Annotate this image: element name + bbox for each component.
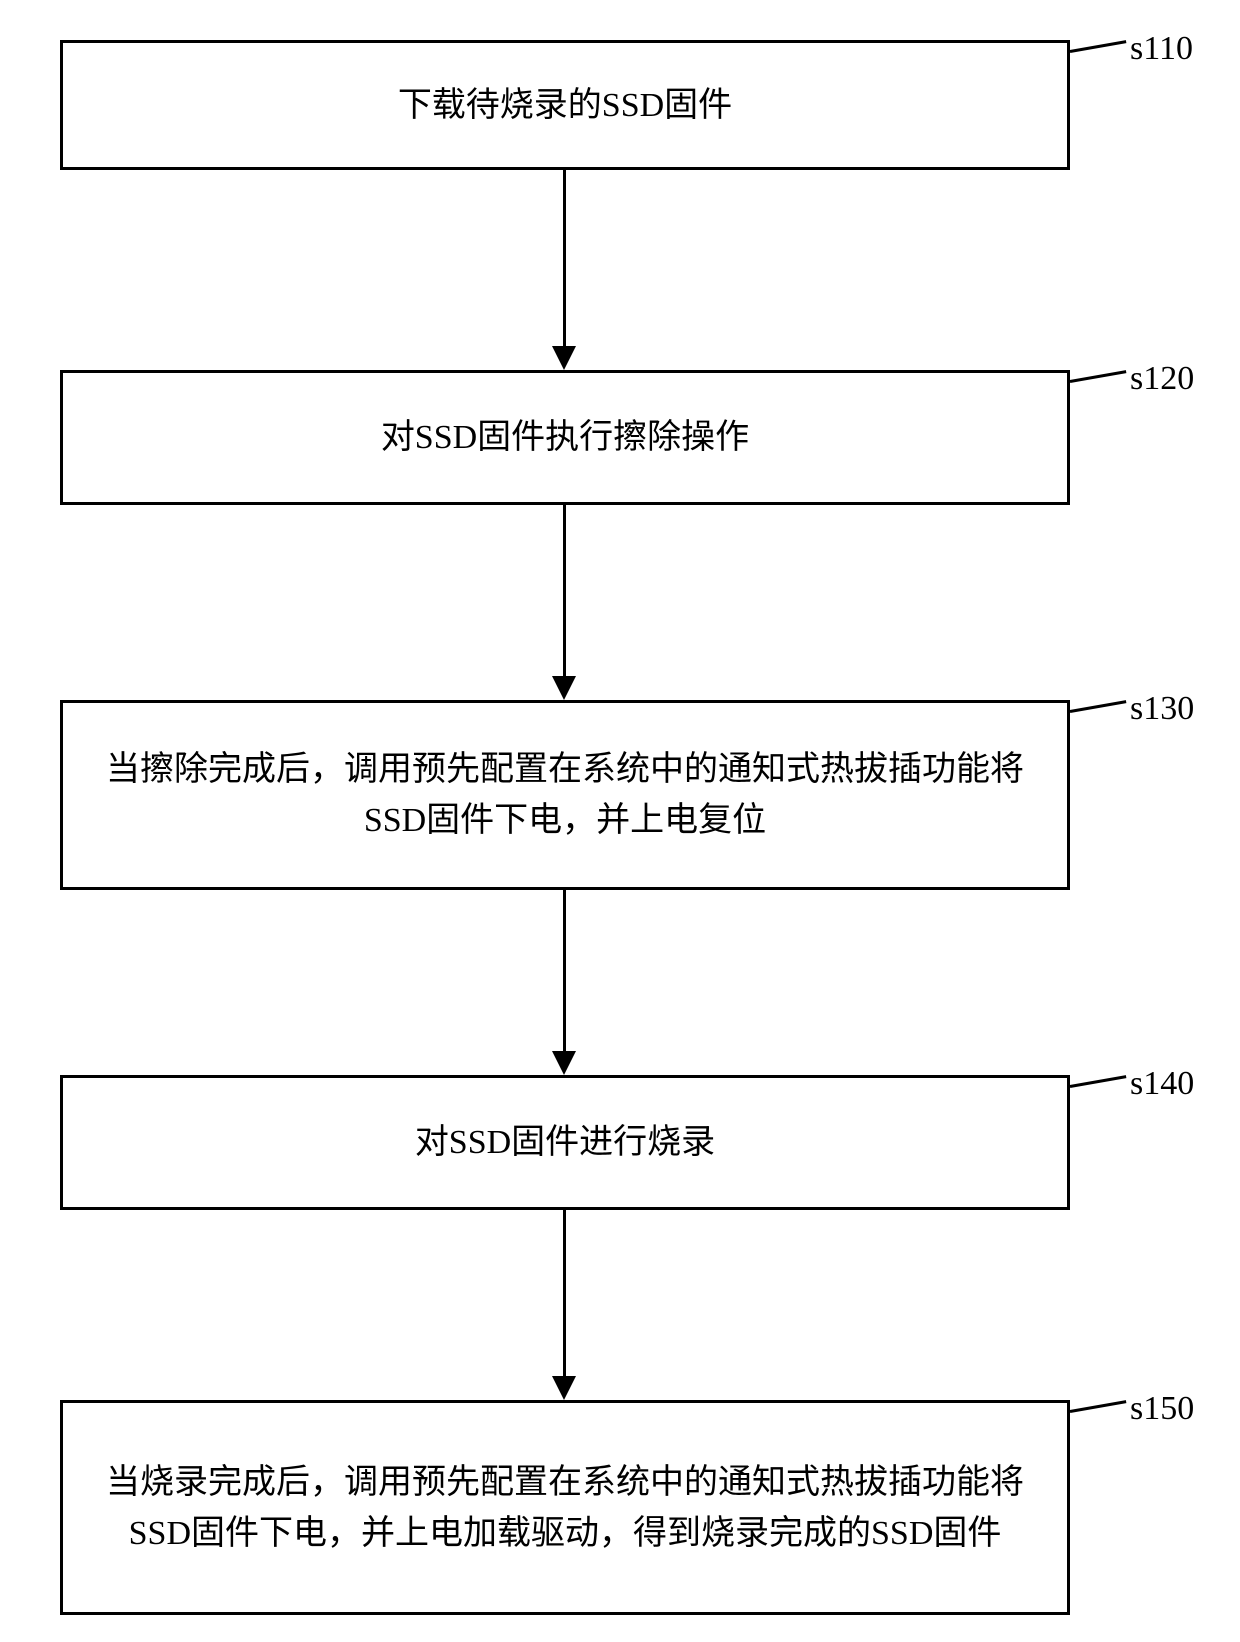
step-s140-text: 对SSD固件进行烧录 xyxy=(415,1117,715,1168)
step-s110-label: s110 xyxy=(1130,30,1193,68)
arrow-s130-s140-head xyxy=(552,1051,576,1075)
step-s140: 对SSD固件进行烧录 xyxy=(60,1075,1070,1210)
arrow-s120-s130-line xyxy=(563,505,566,680)
step-s120: 对SSD固件执行擦除操作 xyxy=(60,370,1070,505)
step-s120-label: s120 xyxy=(1130,360,1194,398)
step-s150-text: 当烧录完成后，调用预先配置在系统中的通知式热拔插功能将SSD固件下电，并上电加载… xyxy=(83,1457,1047,1559)
step-s140-label: s140 xyxy=(1130,1065,1194,1103)
step-s120-text: 对SSD固件执行擦除操作 xyxy=(381,412,749,463)
step-s150-label: s150 xyxy=(1130,1390,1194,1428)
arrow-s110-s120-line xyxy=(563,170,566,350)
step-s130-text: 当擦除完成后，调用预先配置在系统中的通知式热拔插功能将SSD固件下电，并上电复位 xyxy=(83,744,1047,846)
leader-s120 xyxy=(1070,370,1127,383)
arrow-s140-s150-line xyxy=(563,1210,566,1380)
leader-s140 xyxy=(1070,1075,1127,1088)
step-s130: 当擦除完成后，调用预先配置在系统中的通知式热拔插功能将SSD固件下电，并上电复位 xyxy=(60,700,1070,890)
step-s130-label: s130 xyxy=(1130,690,1194,728)
leader-s130 xyxy=(1070,700,1127,713)
leader-s110 xyxy=(1070,40,1127,53)
step-s110-text: 下载待烧录的SSD固件 xyxy=(398,80,732,131)
step-s110: 下载待烧录的SSD固件 xyxy=(60,40,1070,170)
arrow-s120-s130-head xyxy=(552,676,576,700)
arrow-s110-s120-head xyxy=(552,346,576,370)
leader-s150 xyxy=(1070,1400,1127,1413)
arrow-s130-s140-line xyxy=(563,890,566,1055)
arrow-s140-s150-head xyxy=(552,1376,576,1400)
flowchart-canvas: 下载待烧录的SSD固件 s110 对SSD固件执行擦除操作 s120 当擦除完成… xyxy=(0,0,1240,1642)
step-s150: 当烧录完成后，调用预先配置在系统中的通知式热拔插功能将SSD固件下电，并上电加载… xyxy=(60,1400,1070,1615)
